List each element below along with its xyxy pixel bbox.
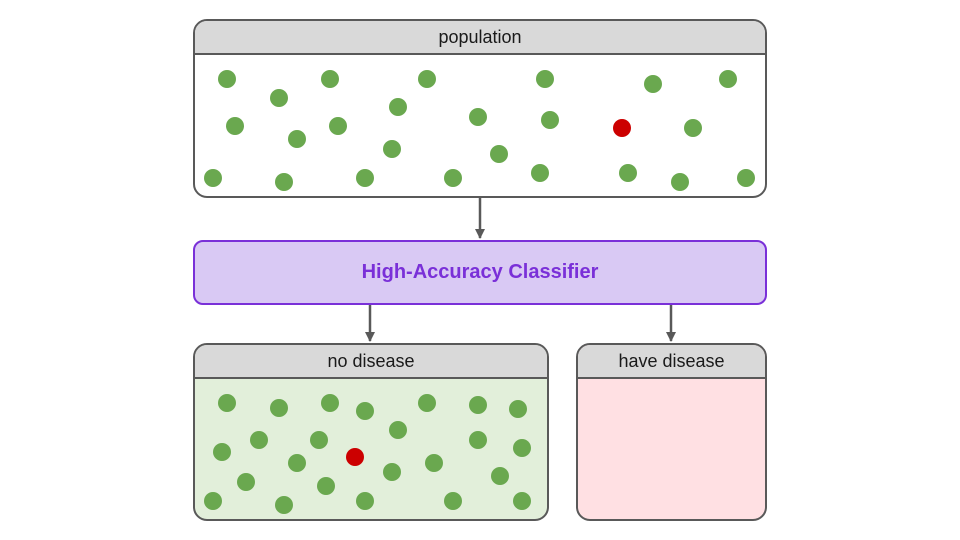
healthy-person-dot [321,70,339,88]
healthy-person-dot [513,492,531,510]
healthy-person-dot [513,439,531,457]
healthy-person-dot [719,70,737,88]
healthy-person-dot [737,169,755,187]
no-disease-header: no disease [195,345,547,379]
healthy-person-dot [218,70,236,88]
have-disease-box: have disease [576,343,767,521]
sick-person-dot [346,448,364,466]
healthy-person-dot [250,431,268,449]
healthy-person-dot [317,477,335,495]
healthy-person-dot [684,119,702,137]
healthy-person-dot [418,70,436,88]
classifier-box: High-Accuracy Classifier [193,240,767,305]
healthy-person-dot [288,130,306,148]
healthy-person-dot [418,394,436,412]
healthy-person-dot [541,111,559,129]
healthy-person-dot [275,173,293,191]
healthy-person-dot [509,400,527,418]
healthy-person-dot [425,454,443,472]
population-box: population [193,19,767,198]
healthy-person-dot [310,431,328,449]
healthy-person-dot [356,492,374,510]
healthy-person-dot [469,108,487,126]
healthy-person-dot [218,394,236,412]
healthy-person-dot [389,421,407,439]
healthy-person-dot [275,496,293,514]
healthy-person-dot [204,492,222,510]
healthy-person-dot [389,98,407,116]
healthy-person-dot [490,145,508,163]
population-header: population [195,21,765,55]
no-disease-box: no disease [193,343,549,521]
healthy-person-dot [226,117,244,135]
healthy-person-dot [619,164,637,182]
healthy-person-dot [329,117,347,135]
healthy-person-dot [204,169,222,187]
healthy-person-dot [237,473,255,491]
healthy-person-dot [270,399,288,417]
healthy-person-dot [444,169,462,187]
healthy-person-dot [213,443,231,461]
healthy-person-dot [536,70,554,88]
healthy-person-dot [491,467,509,485]
have-disease-header: have disease [578,345,765,379]
healthy-person-dot [531,164,549,182]
healthy-person-dot [288,454,306,472]
healthy-person-dot [270,89,288,107]
healthy-person-dot [671,173,689,191]
healthy-person-dot [469,396,487,414]
healthy-person-dot [444,492,462,510]
healthy-person-dot [383,140,401,158]
healthy-person-dot [356,402,374,420]
healthy-person-dot [321,394,339,412]
healthy-person-dot [644,75,662,93]
sick-person-dot [613,119,631,137]
healthy-person-dot [356,169,374,187]
healthy-person-dot [469,431,487,449]
healthy-person-dot [383,463,401,481]
